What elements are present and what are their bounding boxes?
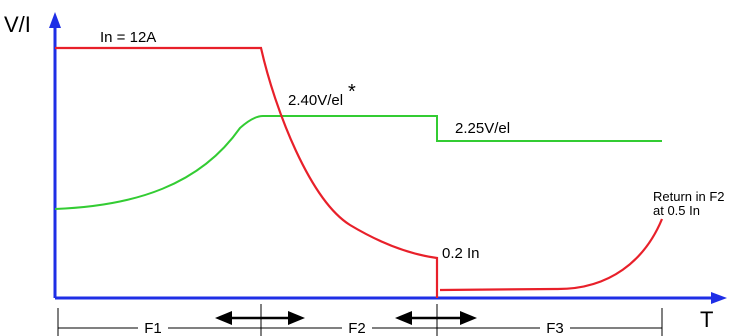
x-axis-arrow <box>711 292 727 304</box>
arrow-right-head <box>288 311 305 325</box>
voltage-float-label: 2.25V/el <box>455 120 510 137</box>
y-axis-label: V/I <box>4 12 31 37</box>
return-note-line1: Return in F2 <box>653 189 725 204</box>
phase-timeline <box>57 304 663 336</box>
voltage-curve <box>54 115 662 210</box>
transition-arrow-f1-f2 <box>215 311 305 325</box>
y-axis-arrow <box>49 12 61 28</box>
current-curve <box>55 46 664 298</box>
current-level-label: In = 12A <box>100 29 156 46</box>
axes <box>49 12 727 304</box>
x-axis-label: T <box>700 307 713 332</box>
phase-label-f1: F1 <box>144 320 162 336</box>
phase-label-f2: F2 <box>348 320 366 336</box>
arrow-left-head <box>215 311 232 325</box>
current-low-label: 0.2 In <box>442 245 480 262</box>
arrow-right-head <box>460 311 477 325</box>
phase-label-f3: F3 <box>546 320 564 336</box>
voltage-boost-label: 2.40V/el <box>288 92 343 109</box>
arrow-left-head <box>395 311 412 325</box>
return-note-line2: at 0.5 In <box>653 203 700 218</box>
voltage-boost-mark: * <box>348 81 356 103</box>
transition-arrow-f2-f3 <box>395 311 477 325</box>
